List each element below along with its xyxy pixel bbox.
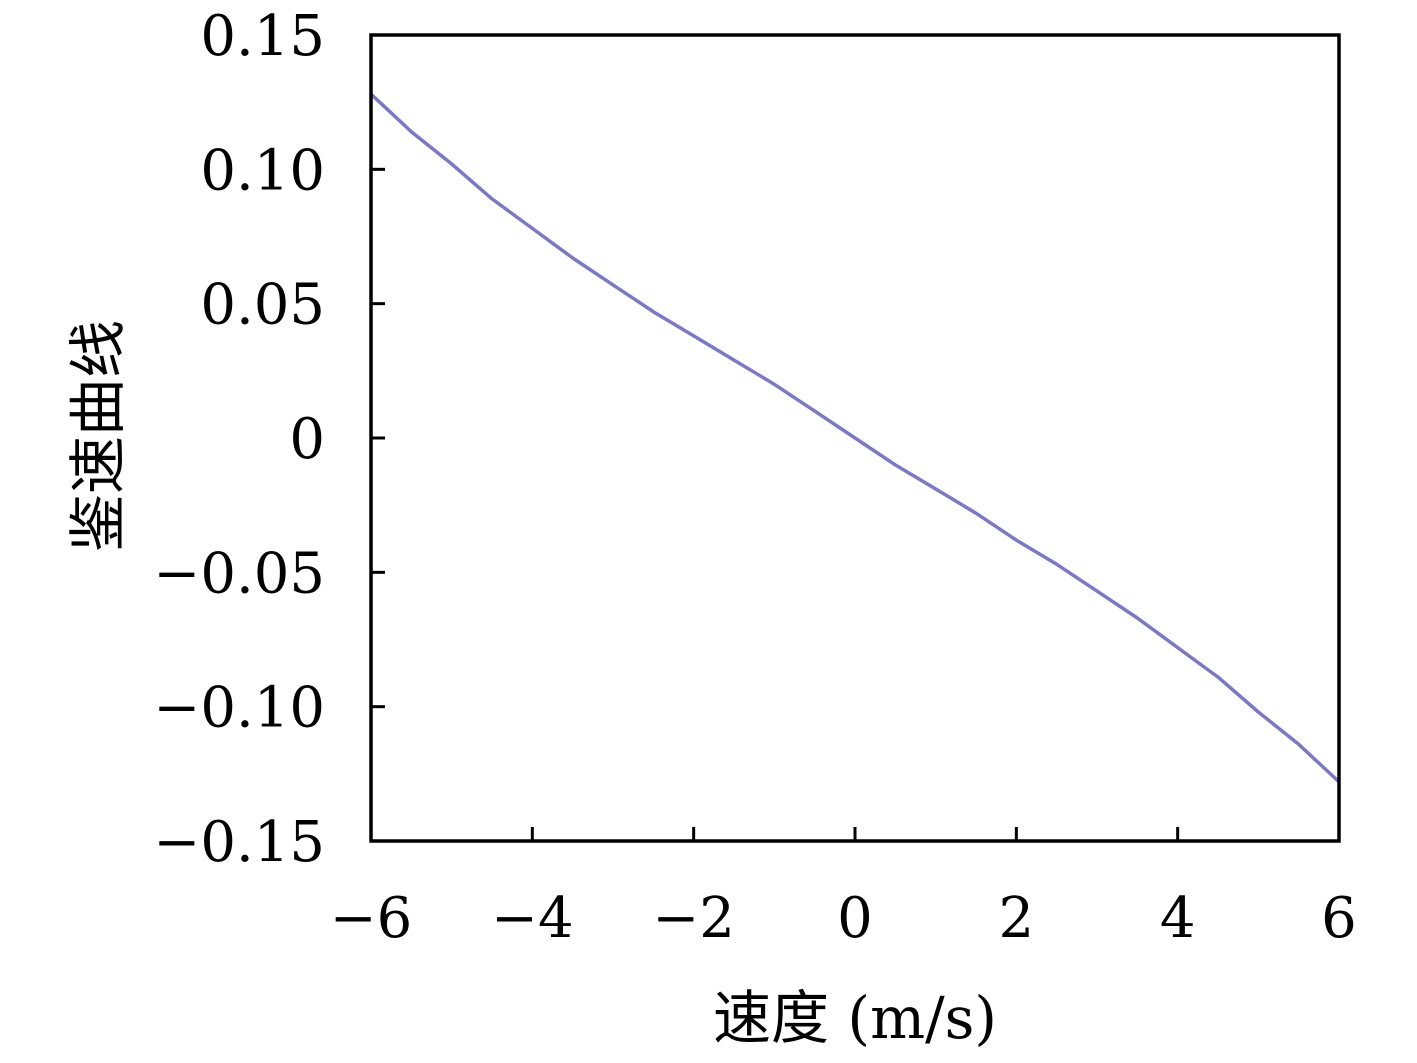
- series-line: [369, 92, 1341, 784]
- x-tick-label: 2: [999, 886, 1035, 951]
- y-axis-label: 鉴速曲线: [64, 320, 132, 552]
- y-tick-label: 0.10: [200, 138, 325, 203]
- series-layer: [369, 92, 1341, 784]
- y-tick-label: −0.10: [153, 676, 325, 741]
- y-tick-label: −0.15: [153, 810, 325, 875]
- x-tick-label: 6: [1321, 886, 1357, 951]
- y-tick-label: 0.15: [200, 4, 325, 69]
- x-tick-label: 0: [837, 886, 873, 951]
- plot-frame: [369, 33, 1341, 843]
- y-tick-label: −0.05: [153, 541, 325, 606]
- x-tick-label: −4: [491, 886, 574, 951]
- x-tick-label: −2: [652, 886, 735, 951]
- x-tick-label: 4: [1160, 886, 1196, 951]
- x-tick-labels: −6 −4 −2 0 2 4 6: [330, 886, 1357, 951]
- x-tick-label: −6: [330, 886, 413, 951]
- y-tick-labels: 0.15 0.10 0.05 0 −0.05 −0.10 −0.15: [153, 4, 325, 875]
- x-axis-label: 速度 (m/s): [713, 984, 997, 1052]
- y-tick-label: 0.05: [200, 273, 325, 338]
- y-tick-label: 0: [289, 407, 325, 472]
